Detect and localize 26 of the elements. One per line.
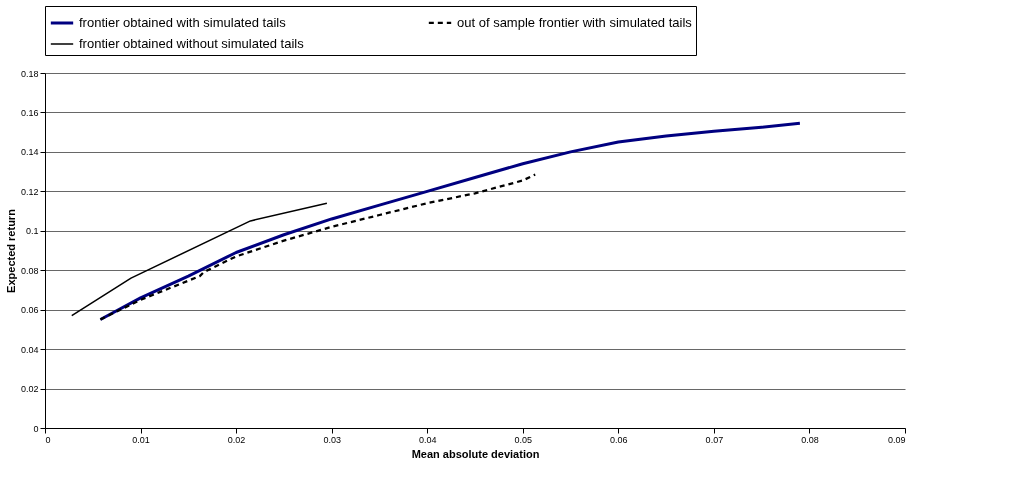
y-axis-title: Expected return <box>4 208 17 293</box>
y-tick-label: 0.18 <box>20 68 39 79</box>
x-tick-label: 0.02 <box>227 434 246 445</box>
y-tick-label: 0.06 <box>20 305 39 316</box>
y-tick-label: 0 <box>33 423 39 434</box>
y-tick-label: 0.16 <box>20 107 39 118</box>
x-tick-label: 0.07 <box>705 434 724 445</box>
y-tick-label: 0.1 <box>25 226 39 237</box>
x-tick-label: 0.08 <box>801 434 819 445</box>
x-tick-label: 0 <box>45 434 51 445</box>
x-tick-label: 0.09 <box>887 434 906 445</box>
line-series <box>98 121 802 322</box>
legend-label: out of sample frontier with simulated tails <box>457 14 693 30</box>
x-tick-label: 0.01 <box>132 434 150 445</box>
x-tick-label: 0.04 <box>418 434 437 445</box>
y-tick-label: 0.12 <box>20 186 39 197</box>
legend-label: frontier obtained without simulated tails <box>79 36 305 51</box>
y-tick-label: 0.08 <box>20 265 39 276</box>
y-tick-label: 0.02 <box>20 384 39 395</box>
y-tick-label: 0.04 <box>20 344 39 355</box>
y-tick-label: 0.14 <box>20 147 39 158</box>
x-tick-label: 0.05 <box>514 434 533 445</box>
legend-label: frontier obtained with simulated tails <box>79 15 287 30</box>
x-tick-label: 0.03 <box>323 434 341 445</box>
x-axis-title: Mean absolute deviation <box>411 447 540 460</box>
x-tick-label: 0.06 <box>610 434 628 445</box>
